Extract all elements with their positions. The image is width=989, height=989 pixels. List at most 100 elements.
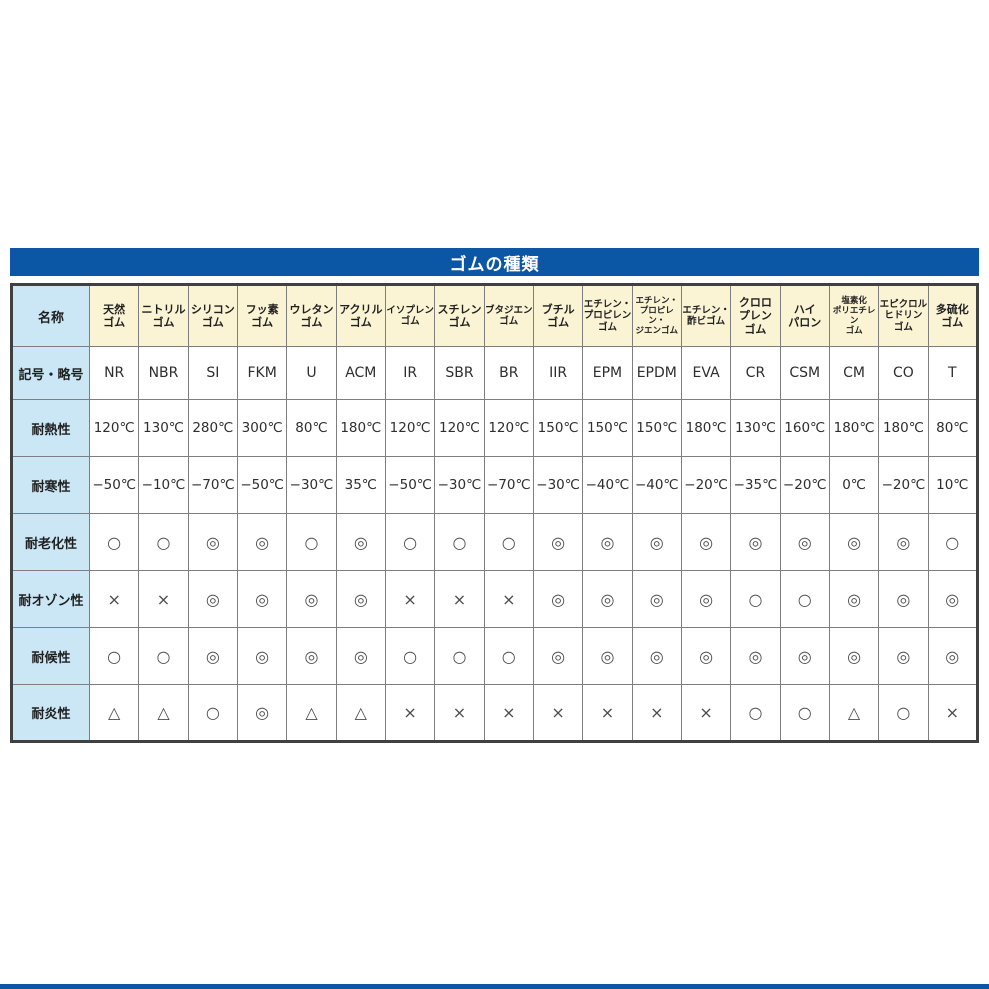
value-cell: U [286,346,337,400]
value-cell: ○ [286,513,337,571]
bottom-divider [0,984,989,989]
table-row: 耐オゾン性 × × ◎ ◎ ◎ ◎ × × × ◎ ◎ ◎ ◎ ○ ○ ◎ ◎ ◎ [11,570,979,628]
value-cell: −20℃ [878,456,929,514]
value-cell: −10℃ [138,456,189,514]
column-header-cell: エチレン・ プロピレン ゴム [582,284,633,347]
value-cell: ○ [779,570,830,628]
value-cell: CO [878,346,929,400]
value-cell: IIR [532,346,584,400]
value-cell: ◎ [236,570,288,628]
value-cell: −35℃ [730,456,781,514]
value-cell: ◎ [828,627,880,685]
value-cell: ◎ [631,627,682,685]
value-cell: ◎ [828,513,880,571]
value-cell: SI [187,346,238,400]
value-cell: SBR [434,346,485,400]
value-cell: × [532,684,584,742]
value-cell: × [384,570,436,628]
value-cell: ◎ [927,627,979,685]
table-body: 記号・略号 NR NBR SI FKM U ACM IR SBR BR IIR EPM EPDM EVA C… [11,346,979,742]
value-cell: CM [828,346,880,400]
value-cell: ◎ [335,513,386,571]
value-cell: −30℃ [532,456,584,514]
column-header-cell: エピクロル ヒドリン ゴム [878,284,929,347]
row-label-cell: 耐オゾン性 [11,570,90,628]
value-cell: ACM [335,346,386,400]
value-cell: 300℃ [236,399,288,457]
value-cell: ○ [779,684,830,742]
rubber-types-table: 名称 天然 ゴム ニトリル ゴム シリコン ゴム フッ素 ゴム ウレタン ゴム アクリル ゴ… [10,283,979,743]
value-cell: ◎ [779,513,830,571]
value-cell: ○ [927,513,979,571]
column-header-cell: クロロ プレン ゴム [730,284,781,347]
value-cell: ○ [138,513,189,571]
row-label-cell: 耐寒性 [11,456,90,514]
value-cell: ◎ [680,627,732,685]
value-cell: −20℃ [779,456,830,514]
value-cell: IR [384,346,436,400]
value-cell: ○ [187,684,238,742]
column-header-cell: 多硫化 ゴム [927,284,979,347]
value-cell: 120℃ [434,399,485,457]
value-cell: −50℃ [236,456,288,514]
value-cell: ◎ [631,513,682,571]
column-header-cell: ニトリル ゴム [138,284,189,347]
value-cell: ○ [138,627,189,685]
value-cell: × [582,684,633,742]
value-cell: 120℃ [483,399,534,457]
value-cell: ◎ [878,627,929,685]
table-header: 名称 天然 ゴム ニトリル ゴム シリコン ゴム フッ素 ゴム ウレタン ゴム アクリル ゴ… [11,284,979,347]
value-cell: ○ [434,513,485,571]
column-header-cell: ハイ パロン [779,284,830,347]
column-header-cell: 天然 ゴム [88,284,140,347]
value-cell: 120℃ [88,399,140,457]
value-cell: ○ [384,513,436,571]
value-cell: 0℃ [828,456,880,514]
value-cell: 80℃ [927,399,979,457]
value-cell: △ [335,684,386,742]
value-cell: ○ [730,570,781,628]
column-header-cell: シリコン ゴム [187,284,238,347]
table-title: ゴムの種類 [449,254,540,275]
value-cell: −30℃ [434,456,485,514]
value-cell: ◎ [582,627,633,685]
value-cell: ◎ [532,513,584,571]
column-header-cell: ウレタン ゴム [286,284,337,347]
value-cell: ◎ [828,570,880,628]
row-label-cell: 耐熱性 [11,399,90,457]
value-cell: 150℃ [532,399,584,457]
value-cell: −70℃ [187,456,238,514]
value-cell: × [384,684,436,742]
value-cell: △ [138,684,189,742]
value-cell: △ [828,684,880,742]
value-cell: ◎ [779,627,830,685]
value-cell: ◎ [286,627,337,685]
value-cell: ○ [483,513,534,571]
value-cell: CR [730,346,781,400]
value-cell: 10℃ [927,456,979,514]
value-cell: ◎ [236,627,288,685]
value-cell: NR [88,346,140,400]
corner-cell: 名称 [11,284,90,347]
value-cell: 150℃ [631,399,682,457]
value-cell: ◎ [532,570,584,628]
value-cell: 130℃ [138,399,189,457]
value-cell: ○ [483,627,534,685]
value-cell: 180℃ [680,399,732,457]
value-cell: × [434,570,485,628]
column-header-cell: ブタジエン ゴム [483,284,534,347]
value-cell: ◎ [236,513,288,571]
value-cell: ◎ [631,570,682,628]
value-cell: 80℃ [286,399,337,457]
value-cell: 180℃ [878,399,929,457]
value-cell: ○ [730,684,781,742]
value-cell: ○ [434,627,485,685]
column-header-cell: エチレン・ プロピレン・ ジエンゴム [631,284,682,347]
value-cell: × [483,684,534,742]
table-row: 耐炎性 △ △ ○ ◎ △ △ × × × × × × × ○ ○ △ ○ × [11,684,979,742]
value-cell: FKM [236,346,288,400]
value-cell: −40℃ [631,456,682,514]
value-cell: EVA [680,346,732,400]
value-cell: × [138,570,189,628]
value-cell: 160℃ [779,399,830,457]
